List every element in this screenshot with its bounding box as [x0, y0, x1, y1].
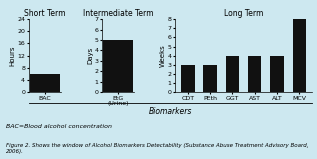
- Bar: [226, 56, 239, 92]
- Bar: [270, 56, 284, 92]
- Bar: [103, 40, 133, 92]
- Bar: [204, 65, 217, 92]
- Bar: [181, 65, 195, 92]
- Text: Figure 2. Shows the window of Alcohol Biomarkers Detectability (Substance Abuse : Figure 2. Shows the window of Alcohol Bi…: [6, 143, 309, 154]
- Title: Short Term: Short Term: [24, 9, 66, 18]
- Y-axis label: Weeks: Weeks: [160, 44, 166, 67]
- Bar: [248, 56, 262, 92]
- Title: Intermediate Term: Intermediate Term: [83, 9, 153, 18]
- Bar: [293, 19, 306, 92]
- Y-axis label: Days: Days: [87, 47, 93, 64]
- Text: Biomarkers: Biomarkers: [149, 107, 192, 116]
- Y-axis label: Hours: Hours: [10, 45, 16, 66]
- Title: Long Term: Long Term: [224, 9, 263, 18]
- Bar: [30, 74, 60, 92]
- Text: BAC=Blood alcohol concentration: BAC=Blood alcohol concentration: [6, 124, 112, 129]
